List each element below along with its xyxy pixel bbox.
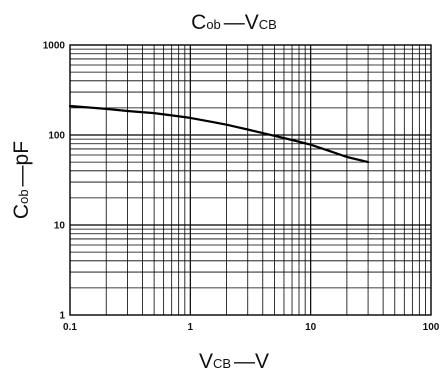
ylabel-sub: ob (16, 189, 31, 203)
y-tick-label: 100 (48, 131, 65, 142)
xlabel-sub: CB (213, 356, 231, 371)
title-rest-sub: CB (259, 17, 277, 32)
x-tick-label: 1 (188, 322, 194, 333)
title-main: C (191, 11, 206, 34)
y-axis-label: Cob —pF (10, 141, 33, 219)
chart-title: Cob —VCB (191, 11, 277, 34)
plot-grid (70, 45, 431, 315)
x-axis-label: VCB —V (199, 350, 269, 373)
ylabel-main: C (10, 204, 33, 219)
x-tick-label: 100 (423, 322, 440, 333)
title-rest: —V (224, 11, 259, 34)
y-tick-label: 1 (59, 311, 65, 322)
xlabel-main: V (199, 350, 213, 373)
xlabel-rest: —V (234, 350, 269, 373)
series-layer (68, 104, 370, 164)
series-line (68, 104, 370, 164)
y-tick-label: 1000 (43, 41, 66, 52)
y-tick-label: 10 (54, 221, 66, 232)
title-sub: ob (206, 17, 220, 32)
x-tick-label: 0.1 (63, 322, 77, 333)
ylabel-rest: —pF (10, 141, 33, 187)
x-tick-label: 10 (305, 322, 317, 333)
plot-frame (69, 44, 432, 316)
